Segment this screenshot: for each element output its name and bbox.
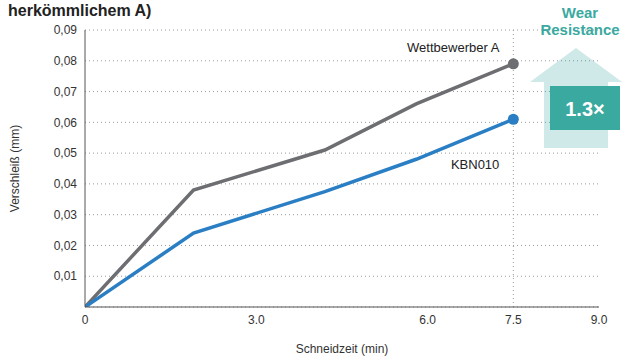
svg-text:Verschleiß (mm): Verschleiß (mm) bbox=[8, 125, 22, 212]
svg-text:0,07: 0,07 bbox=[54, 85, 78, 99]
svg-text:3.0: 3.0 bbox=[248, 313, 265, 327]
svg-text:0,08: 0,08 bbox=[54, 54, 78, 68]
svg-text:0,04: 0,04 bbox=[54, 177, 78, 191]
svg-text:7.5: 7.5 bbox=[505, 313, 522, 327]
svg-text:0,06: 0,06 bbox=[54, 116, 78, 130]
svg-text:0: 0 bbox=[82, 313, 89, 327]
svg-text:0,03: 0,03 bbox=[54, 208, 78, 222]
html-text:Resistance: Resistance bbox=[540, 21, 620, 38]
svg-text:9.0: 9.0 bbox=[591, 313, 608, 327]
svg-text:Wettbewerber A: Wettbewerber A bbox=[407, 40, 500, 55]
svg-text:6.0: 6.0 bbox=[419, 313, 436, 327]
svg-text:1.3×: 1.3× bbox=[565, 98, 604, 120]
html-text:herkömmlichem A): herkömmlichem A) bbox=[8, 2, 152, 19]
svg-text:Schneidzeit (min): Schneidzeit (min) bbox=[296, 342, 389, 356]
html-text:Wear: Wear bbox=[561, 4, 599, 21]
svg-text:0,09: 0,09 bbox=[54, 23, 78, 37]
svg-text:0,05: 0,05 bbox=[54, 146, 78, 160]
svg-text:KBN010: KBN010 bbox=[451, 157, 499, 172]
svg-text:0,01: 0,01 bbox=[54, 269, 78, 283]
svg-text:0,02: 0,02 bbox=[54, 239, 78, 253]
